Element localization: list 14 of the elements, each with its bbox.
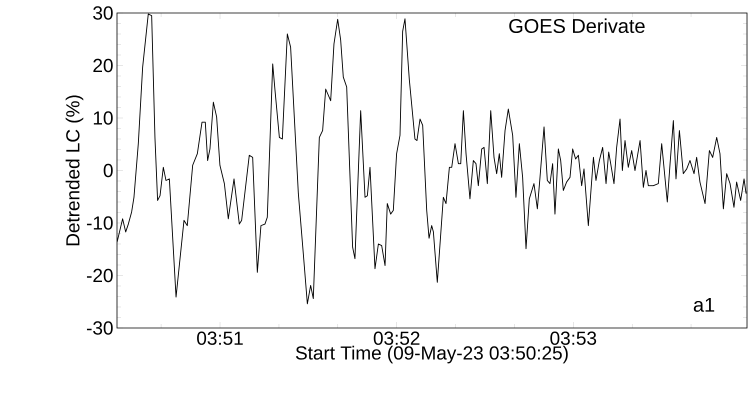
y-axis-title: Detrended LC (%) xyxy=(66,95,84,246)
y-tick-label: 10 xyxy=(94,111,113,125)
x-tick-label: 03:53 xyxy=(550,332,596,345)
y-tick-label: -20 xyxy=(86,268,113,282)
y-tick-label: 0 xyxy=(104,164,113,178)
y-tick-label: 30 xyxy=(93,6,113,20)
annotation: a1 xyxy=(694,298,714,312)
x-tick-label: 03:51 xyxy=(197,332,243,345)
y-tick-label: -30 xyxy=(86,321,113,335)
x-tick-label: 03:52 xyxy=(374,332,420,345)
y-tick-label: 20 xyxy=(93,58,113,72)
chart-title: GOES Derivate xyxy=(509,18,645,34)
x-axis-title: Start Time (09-May-23 03:50:25) xyxy=(296,346,568,364)
y-tick-label: -10 xyxy=(86,216,113,230)
